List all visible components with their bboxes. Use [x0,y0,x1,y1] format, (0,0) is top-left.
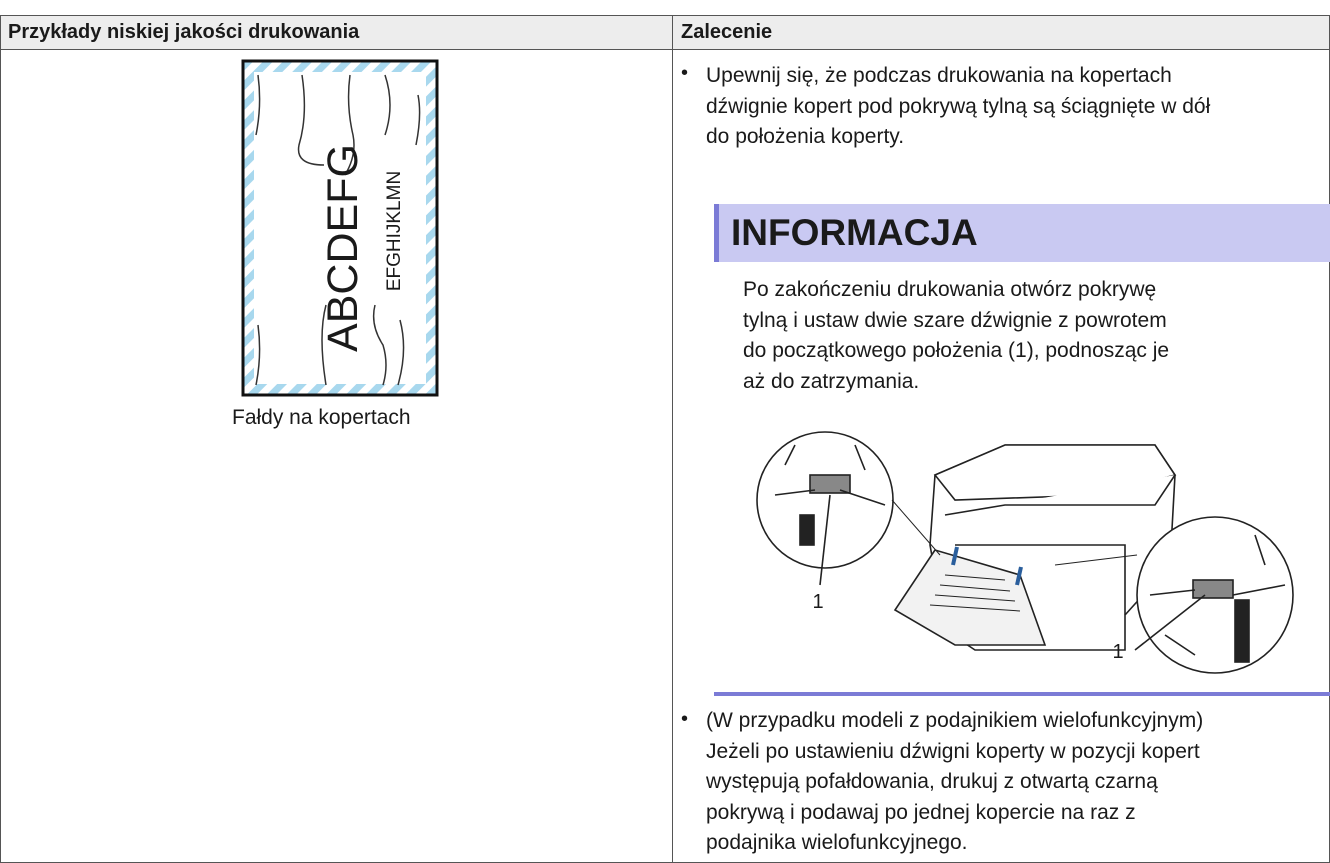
note-footer [714,692,1330,696]
header-row [1,16,1329,50]
text-line: pokrywą i podawaj po jednej kopercie na … [706,800,1136,824]
note-text: Po zakończeniu drukowania otwórz pokrywę… [743,275,1169,397]
caption: Fałdy na kopertach [232,406,411,429]
callout: 1 [812,591,823,613]
callout: 1 [1112,641,1123,663]
envelope-text: EFGHIJKLMN [384,171,405,291]
note-title: INFORMACJA [731,212,978,253]
envelope-text: ABCDEFG [319,144,367,352]
text-line: Upewnij się, że podczas drukowania na ko… [706,64,1172,87]
column-divider [672,15,673,863]
envelope-illustration: ABCDEFG EFGHIJKLMN [241,59,439,397]
text-line: występują pofałdowania, drukuj z otwartą… [706,770,1158,793]
column-header: Zalecenie [681,21,773,43]
text-line: aż do zatrzymania. [743,369,920,393]
text-line: dźwignie kopert pod pokrywą tylną są ści… [706,94,1211,118]
text-line: do początkowego położenia (1), podnosząc… [743,339,1170,362]
bullet-text: (W przypadku modeli z podajnikiem wielof… [706,706,1203,859]
bullet: • [681,708,689,730]
text-line: podajnika wielofunkcyjnego. [706,831,968,854]
text-line: do położenia koperty. [706,125,905,148]
bullet: • [681,62,689,84]
text-line: Po zakończeniu drukowania otwórz pokrywę [743,278,1157,301]
column-header: Przykłady niskiej jakości drukowania [8,21,360,43]
bullet-text: Upewnij się, że podczas drukowania na ko… [706,61,1210,153]
text-line: (W przypadku modeli z podajnikiem wielof… [706,709,1204,732]
note-header [714,204,1330,262]
printer-illustration: 1 1 [756,431,1294,674]
text-line: tylną i ustaw dwie szare dźwignie z powr… [743,308,1167,332]
text-line: Jeżeli po ustawieniu dźwigni koperty w p… [706,739,1200,763]
